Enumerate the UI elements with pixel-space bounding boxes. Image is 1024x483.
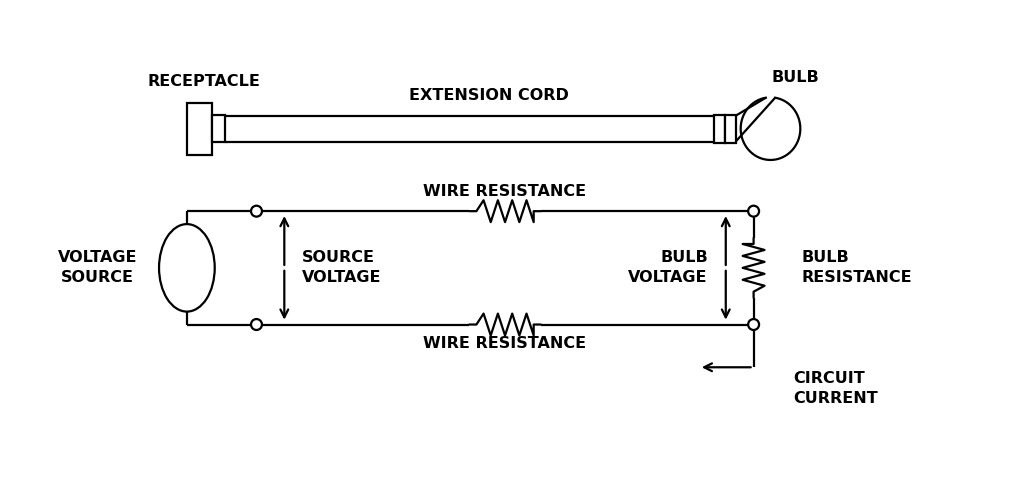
- Text: BULB
VOLTAGE: BULB VOLTAGE: [629, 251, 708, 285]
- Circle shape: [251, 319, 262, 330]
- Text: CIRCUIT
CURRENT: CIRCUIT CURRENT: [794, 371, 879, 406]
- Text: BULB
RESISTANCE: BULB RESISTANCE: [802, 251, 912, 285]
- Circle shape: [749, 319, 759, 330]
- Text: WIRE RESISTANCE: WIRE RESISTANCE: [424, 184, 587, 199]
- Bar: [187, 103, 212, 155]
- Ellipse shape: [159, 224, 215, 312]
- Text: EXTENSION CORD: EXTENSION CORD: [410, 88, 569, 103]
- Bar: [714, 115, 725, 142]
- Text: VOLTAGE
SOURCE: VOLTAGE SOURCE: [57, 251, 137, 285]
- Circle shape: [749, 206, 759, 217]
- Text: RECEPTACLE: RECEPTACLE: [147, 74, 261, 89]
- Text: BULB: BULB: [771, 70, 819, 85]
- Text: WIRE RESISTANCE: WIRE RESISTANCE: [424, 337, 587, 352]
- Circle shape: [251, 206, 262, 217]
- Bar: [212, 115, 224, 142]
- Bar: [725, 115, 735, 142]
- Text: SOURCE
VOLTAGE: SOURCE VOLTAGE: [302, 251, 382, 285]
